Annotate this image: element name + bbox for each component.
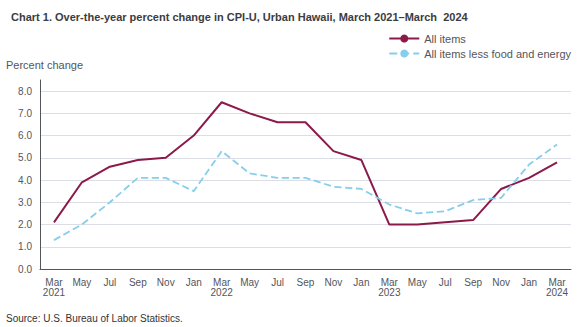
svg-text:Percent change: Percent change: [6, 59, 83, 71]
svg-text:6.0: 6.0: [18, 130, 32, 141]
svg-text:Jul: Jul: [103, 277, 116, 288]
svg-text:All items less food and energy: All items less food and energy: [424, 48, 571, 60]
svg-text:Chart 1. Over-the-year percent: Chart 1. Over-the-year percent change in…: [11, 11, 469, 23]
svg-text:Mar: Mar: [548, 276, 566, 288]
svg-text:May: May: [408, 277, 427, 288]
svg-text:2024: 2024: [546, 287, 569, 298]
svg-text:Sep: Sep: [297, 277, 315, 288]
svg-text:Mar: Mar: [380, 276, 398, 288]
svg-text:2023: 2023: [378, 287, 401, 298]
svg-text:Jul: Jul: [439, 277, 452, 288]
svg-text:Sep: Sep: [129, 277, 147, 288]
svg-text:Nov: Nov: [325, 277, 343, 288]
svg-text:Nov: Nov: [157, 277, 175, 288]
svg-text:Mar: Mar: [45, 276, 63, 288]
svg-text:Mar: Mar: [213, 276, 231, 288]
svg-text:7.0: 7.0: [18, 108, 32, 119]
svg-text:2.0: 2.0: [18, 219, 32, 230]
svg-text:1.0: 1.0: [18, 241, 32, 252]
svg-text:4.0: 4.0: [18, 175, 32, 186]
svg-text:May: May: [240, 277, 259, 288]
svg-text:May: May: [72, 277, 91, 288]
svg-text:8.0: 8.0: [18, 86, 32, 97]
svg-text:2022: 2022: [211, 287, 234, 298]
svg-text:3.0: 3.0: [18, 197, 32, 208]
svg-text:0.0: 0.0: [18, 264, 32, 275]
svg-text:Jul: Jul: [271, 277, 284, 288]
svg-text:Jan: Jan: [186, 277, 202, 288]
svg-text:Sep: Sep: [464, 277, 482, 288]
svg-text:Jan: Jan: [353, 277, 369, 288]
svg-text:Nov: Nov: [492, 277, 510, 288]
svg-text:All items: All items: [424, 33, 466, 45]
svg-text:5.0: 5.0: [18, 152, 32, 163]
svg-text:Source: U.S. Bureau of Labor S: Source: U.S. Bureau of Labor Statistics.: [6, 313, 183, 324]
svg-text:Jan: Jan: [521, 277, 537, 288]
svg-text:2021: 2021: [43, 287, 66, 298]
